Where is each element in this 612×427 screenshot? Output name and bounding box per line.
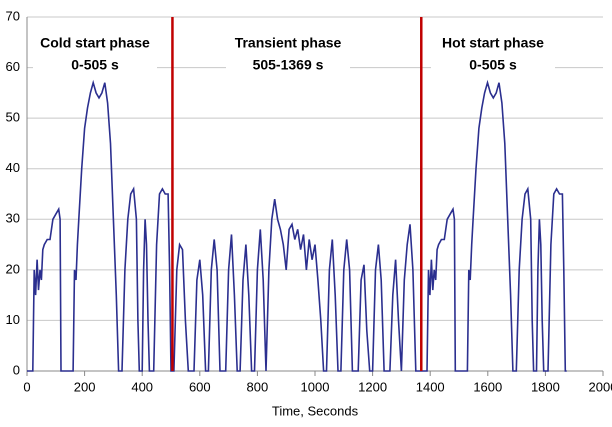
- x-axis-label: Time, Seconds: [272, 403, 359, 418]
- y-tick-label: 30: [6, 211, 20, 226]
- data-line: [27, 79, 567, 372]
- x-tick-label: 800: [247, 379, 269, 394]
- annotation: Hot start phase: [442, 35, 544, 51]
- annotation-bg: [33, 34, 157, 54]
- annotation: 505-1369 s: [253, 57, 324, 73]
- x-tick-label: 0: [23, 379, 30, 394]
- x-tick-label: 1600: [473, 379, 502, 394]
- x-tick-label: 1200: [358, 379, 387, 394]
- x-tick-label: 1000: [301, 379, 330, 394]
- x-tick-label: 600: [189, 379, 211, 394]
- x-tick-label: 1400: [416, 379, 445, 394]
- annotation-bg: [226, 56, 350, 76]
- x-tick-label: 400: [131, 379, 153, 394]
- annotation-bg: [431, 34, 555, 54]
- x-tick-label: 1800: [531, 379, 560, 394]
- y-tick-label: 10: [6, 312, 20, 327]
- x-tick-label: 2000: [589, 379, 612, 394]
- annotation-bg: [33, 56, 157, 76]
- annotation-bg: [226, 34, 350, 54]
- y-tick-label: 60: [6, 59, 20, 74]
- annotation: Cold start phase: [40, 35, 150, 51]
- annotation: 0-505 s: [469, 57, 517, 73]
- annotation: 0-505 s: [71, 57, 119, 73]
- y-tick-label: 70: [6, 8, 20, 23]
- y-tick-label: 20: [6, 261, 20, 276]
- annotation-bg: [431, 56, 555, 76]
- y-tick-label: 50: [6, 110, 20, 125]
- y-tick-label: 40: [6, 160, 20, 175]
- x-tick-label: 200: [74, 379, 96, 394]
- y-tick-label: 0: [13, 362, 20, 377]
- annotation: Transient phase: [235, 35, 342, 51]
